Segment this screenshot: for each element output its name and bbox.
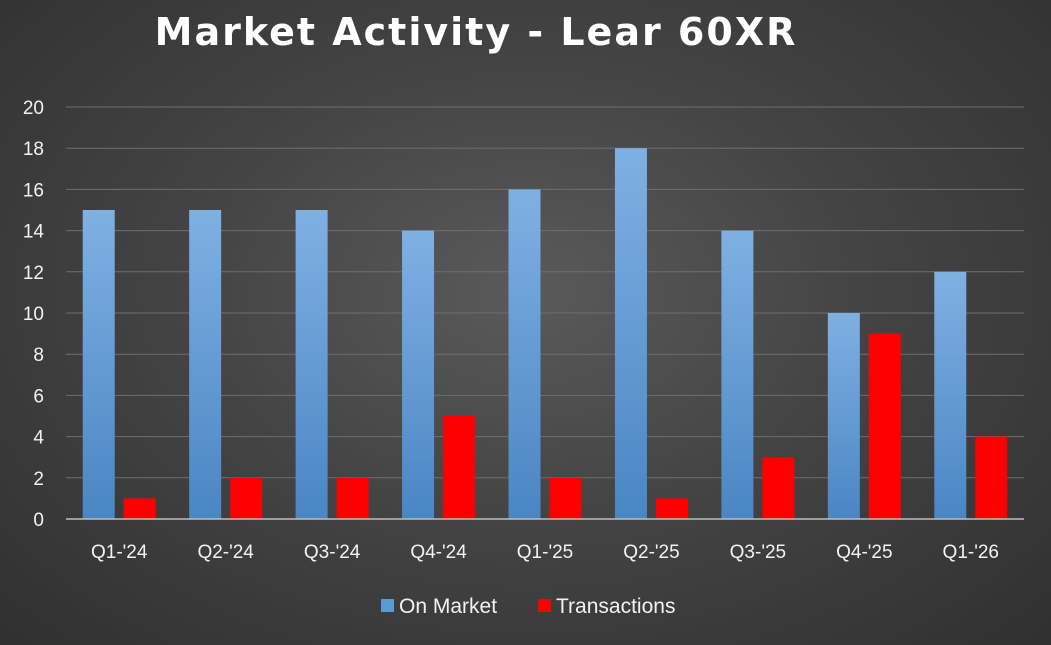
x-tick-label: Q1-'24 xyxy=(91,542,148,563)
bar-transactions xyxy=(230,477,263,519)
x-tick-label: Q4-'24 xyxy=(410,542,467,563)
legend-label-transactions: Transactions xyxy=(556,595,675,618)
x-tick-label: Q3-'24 xyxy=(304,542,361,563)
bar-transactions xyxy=(655,498,688,519)
bar-transactions xyxy=(123,498,156,519)
bar-on-market xyxy=(295,210,328,519)
y-tick-label: 12 xyxy=(23,263,44,284)
y-tick-label: 0 xyxy=(33,510,44,531)
bar-on-market xyxy=(402,230,435,519)
legend: On Market Transactions xyxy=(381,595,675,618)
grid xyxy=(66,106,1024,479)
x-tick-label: Q3-'25 xyxy=(730,542,786,563)
bar-on-market xyxy=(189,210,222,519)
x-axis: Q1-'24 Q2-'24 Q3-'24 Q4-'24 Q1-'25 Q2-'25 Q3-'… xyxy=(91,542,999,563)
bar-on-market xyxy=(82,210,115,519)
legend-label-on-market: On Market xyxy=(399,595,497,618)
x-tick-label: Q1-'26 xyxy=(943,542,999,563)
y-tick-label: 6 xyxy=(33,386,44,407)
bar-transactions xyxy=(975,436,1008,519)
bars xyxy=(82,148,1008,519)
y-tick-label: 16 xyxy=(23,180,44,201)
bar-transactions xyxy=(868,333,901,519)
y-tick-label: 4 xyxy=(33,428,44,449)
y-tick-label: 10 xyxy=(23,304,44,325)
chart-title: Market Activity - Lear 60XR xyxy=(155,10,798,54)
bar-on-market xyxy=(934,271,967,519)
bar-on-market xyxy=(508,189,541,519)
y-tick-label: 14 xyxy=(23,222,45,243)
y-axis: 0 2 4 6 8 10 12 14 16 18 20 xyxy=(23,98,45,531)
bar-on-market xyxy=(721,230,754,519)
bar-on-market xyxy=(614,148,647,519)
bar-transactions xyxy=(336,477,369,519)
y-tick-label: 20 xyxy=(23,98,44,119)
bar-on-market xyxy=(827,313,860,519)
x-tick-label: Q2-'24 xyxy=(197,542,254,563)
bar-transactions xyxy=(762,457,795,519)
bar-transactions xyxy=(443,416,476,519)
x-tick-label: Q4-'25 xyxy=(836,542,892,563)
bar-transactions xyxy=(549,477,582,519)
x-tick-label: Q2-'25 xyxy=(623,542,679,563)
y-tick-label: 2 xyxy=(33,469,44,490)
legend-swatch-transactions xyxy=(538,599,551,612)
x-tick-label: Q1-'25 xyxy=(517,542,573,563)
y-tick-label: 18 xyxy=(23,139,44,160)
y-tick-label: 8 xyxy=(33,345,44,366)
legend-swatch-on-market xyxy=(381,599,394,612)
